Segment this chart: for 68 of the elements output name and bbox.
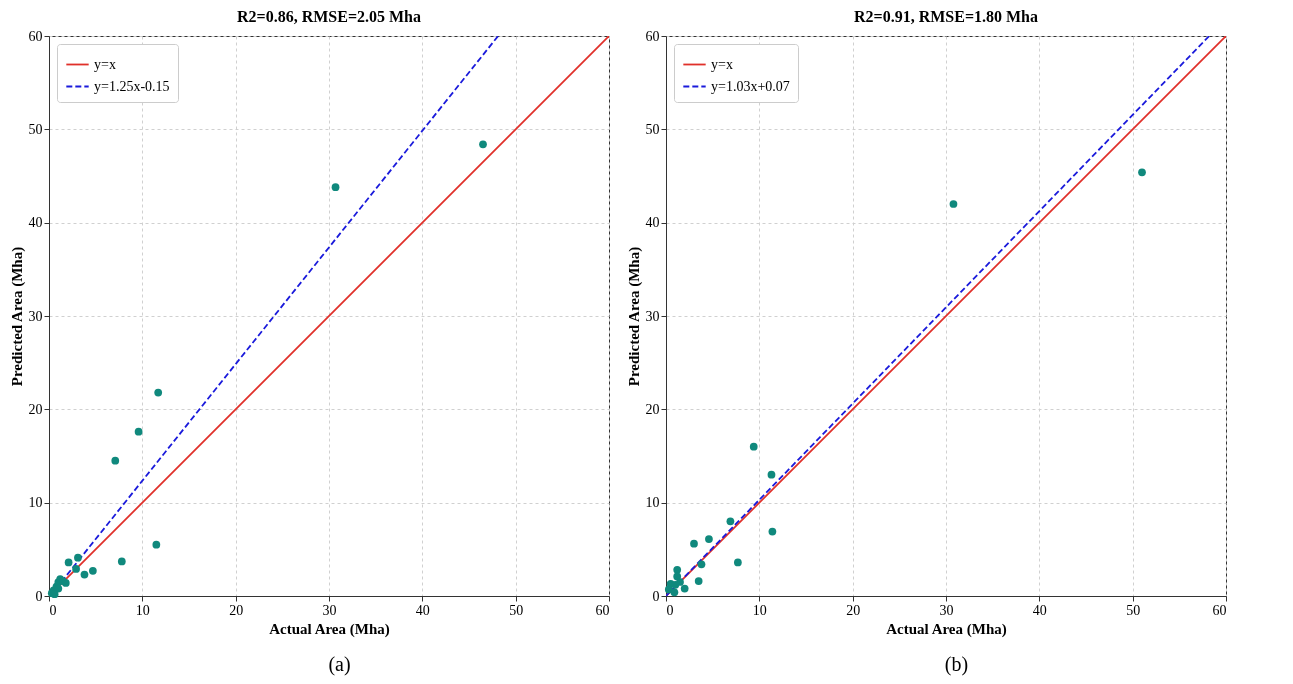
point <box>673 572 682 581</box>
x-tick-label: 40 <box>415 602 430 618</box>
y-tick-label: 60 <box>28 28 43 44</box>
point <box>72 565 80 573</box>
point <box>949 200 958 208</box>
y-axis-title: Predicted Area (Mha) <box>8 246 26 387</box>
y-tick-label: 10 <box>645 495 660 511</box>
y-tick-label: 30 <box>645 308 660 324</box>
x-tick-label: 30 <box>939 602 954 618</box>
x-tick-label: 60 <box>1212 602 1227 618</box>
point <box>670 588 679 597</box>
y-tick-label: 10 <box>28 495 43 511</box>
point <box>88 566 97 575</box>
text: (a) <box>327 653 351 676</box>
y-tick-label: 40 <box>28 215 43 231</box>
point <box>749 442 758 451</box>
point <box>768 527 777 536</box>
y-tick-label: 60 <box>645 28 660 44</box>
point <box>694 577 703 585</box>
chart-title: R2=0.86, RMSE=2.05 Mha <box>236 8 422 25</box>
y-tick-label: 50 <box>28 121 43 137</box>
x-tick-label: 20 <box>846 602 861 618</box>
point <box>1138 168 1146 177</box>
y-tick-label: 0 <box>652 588 660 604</box>
x-tick-label: 40 <box>1032 602 1047 618</box>
point <box>111 456 120 465</box>
y-axis-title: Predicted Area (Mha) <box>625 246 643 387</box>
legend-label: y=1.25x-0.15 <box>94 78 170 94</box>
point <box>80 570 89 579</box>
point <box>767 470 776 479</box>
y-tick-label: 50 <box>645 121 660 137</box>
x-tick-label: 60 <box>595 602 610 618</box>
x-tick-label: 0 <box>666 602 674 618</box>
point <box>117 557 126 566</box>
chart-title: R2=0.91, RMSE=1.80 Mha <box>853 8 1039 25</box>
y-tick-label: 30 <box>28 308 43 324</box>
point <box>331 183 340 192</box>
point <box>676 578 684 586</box>
legend-label: y=x <box>94 56 116 72</box>
x-axis-title: Actual Area (Mha) <box>269 620 390 638</box>
point <box>479 140 487 149</box>
x-tick-label: 10 <box>135 602 150 618</box>
point <box>673 566 682 574</box>
point <box>64 558 73 567</box>
y-tick-label: 40 <box>645 215 660 231</box>
point <box>697 560 706 569</box>
point <box>74 553 82 562</box>
x-axis-title: Actual Area (Mha) <box>886 620 1007 638</box>
x-tick-label: 30 <box>322 602 337 618</box>
point <box>726 517 735 526</box>
x-tick-label: 20 <box>229 602 244 618</box>
legend-label: y=1.03x+0.07 <box>711 78 790 94</box>
y-tick-label: 20 <box>645 401 660 417</box>
x-tick-label: 10 <box>752 602 767 618</box>
point <box>705 535 713 543</box>
point <box>690 539 698 548</box>
point <box>152 540 161 549</box>
point <box>680 584 689 593</box>
x-tick-label: 50 <box>509 602 524 618</box>
legend-label: y=x <box>711 56 733 72</box>
x-tick-label: 50 <box>1126 602 1141 618</box>
point <box>733 558 742 567</box>
text: (b) <box>943 653 969 676</box>
y-tick-label: 0 <box>35 588 43 604</box>
point <box>134 427 143 436</box>
point <box>154 388 163 397</box>
x-tick-label: 0 <box>49 602 57 618</box>
y-tick-label: 20 <box>28 401 43 417</box>
